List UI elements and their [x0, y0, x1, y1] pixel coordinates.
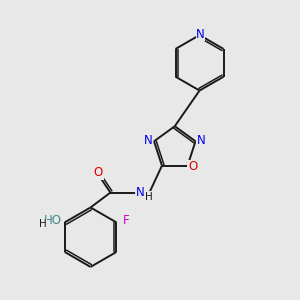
Text: HO: HO — [44, 214, 62, 227]
Text: H: H — [145, 192, 153, 202]
Text: H: H — [39, 219, 47, 229]
Text: F: F — [123, 214, 130, 227]
Text: N: N — [197, 134, 206, 147]
Text: O: O — [188, 160, 197, 173]
Text: N: N — [144, 134, 152, 147]
Text: N: N — [196, 28, 205, 40]
Text: N: N — [136, 186, 145, 199]
Text: O: O — [94, 166, 103, 179]
